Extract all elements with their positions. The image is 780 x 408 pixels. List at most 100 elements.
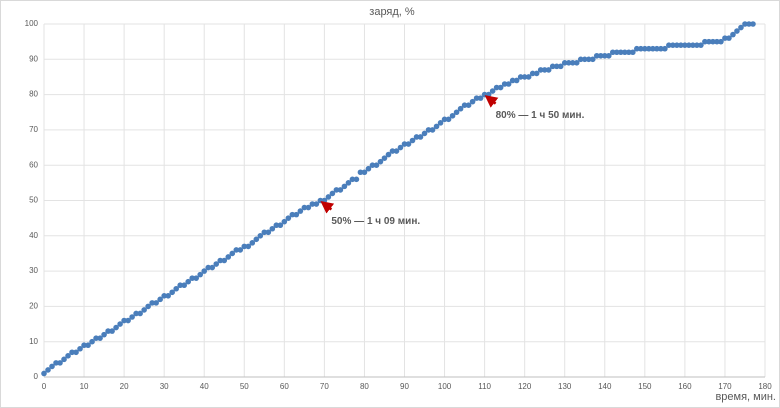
x-tick-label: 100 [438,382,452,391]
point [525,74,532,80]
point [297,208,304,214]
point [201,268,208,274]
y-tick-label: 10 [29,337,38,346]
point [93,335,99,341]
point [425,127,432,133]
point [185,278,191,285]
y-tick-label: 30 [29,266,38,275]
point [237,247,244,253]
point [750,21,756,27]
point [229,250,236,257]
point [89,338,95,345]
point [109,328,115,334]
point [209,264,216,271]
annotation-arrow [484,95,499,108]
y-tick-label: 40 [29,231,38,240]
point [613,49,620,56]
point [301,204,308,211]
x-tick-label: 0 [42,382,47,391]
point [197,271,204,278]
x-tick-label: 90 [400,382,409,391]
x-tick-label: 80 [360,382,369,391]
point [537,67,544,73]
point [85,342,91,349]
point [742,21,748,27]
point [341,183,348,190]
point [269,225,276,232]
point [389,148,396,154]
point [217,257,224,264]
x-tick-label: 140 [598,382,612,391]
point [313,201,320,207]
point [329,190,336,197]
point [533,70,540,77]
point [149,300,155,306]
point [289,211,296,218]
point [225,254,232,260]
point [241,243,248,250]
point [337,187,344,193]
point [65,353,71,359]
point [581,56,588,63]
point [746,21,752,27]
point [706,38,712,45]
point [345,180,352,186]
point [373,162,380,168]
point [121,317,127,324]
point [53,360,59,366]
point [261,229,268,236]
point [77,345,83,352]
point [277,222,284,229]
point [702,38,708,45]
point [193,275,200,281]
point [45,367,51,373]
point [461,102,468,108]
y-tick-label: 100 [25,19,39,28]
point [666,42,672,48]
point [233,247,240,253]
point [433,123,440,130]
point [73,349,79,356]
point [682,42,688,48]
annotation: 80% — 1 ч 50 мин. [496,110,585,121]
point [501,81,508,87]
point [630,49,636,56]
point [529,70,536,77]
y-tick-label: 60 [29,160,38,169]
point [585,56,592,63]
point [397,144,404,151]
point [493,84,500,91]
point [694,42,700,48]
point [405,141,412,147]
point [698,42,704,48]
point [221,257,228,264]
point [722,35,728,41]
point [718,38,724,45]
point [157,296,163,303]
point [349,176,356,183]
x-tick-label: 70 [320,382,329,391]
point [173,285,179,292]
point [137,310,143,317]
x-tick-label: 120 [518,382,532,391]
point [634,45,640,52]
point [650,45,656,52]
y-tick-label: 20 [29,302,38,311]
point [361,169,368,176]
point [622,49,628,56]
point [573,60,580,66]
point [730,31,736,38]
point [309,201,316,207]
point [189,275,196,281]
point [369,162,376,168]
point [69,349,75,356]
point [654,45,660,52]
chart-title: заряд, % [369,6,415,18]
point [61,356,67,363]
point [401,141,408,147]
point [593,52,600,59]
point [453,109,460,116]
y-tick-label: 50 [29,196,38,205]
point [638,45,644,52]
